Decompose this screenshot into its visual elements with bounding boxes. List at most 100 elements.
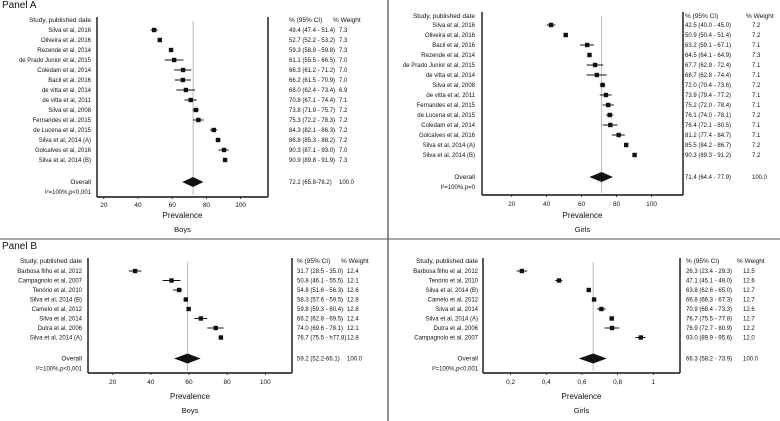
study-weight: 7.3 <box>339 28 348 34</box>
study-weight: 7.1 <box>752 103 761 109</box>
study-label: Campagnolo et al, 2007 <box>18 279 82 285</box>
x-tick-label: 0,8 <box>613 379 622 386</box>
study-label: Camelo et al, 2012 <box>428 298 479 304</box>
header-study: Study, published date <box>416 258 478 265</box>
overall-diamond <box>174 353 201 364</box>
study-label: Coledam et al, 2014 <box>37 68 91 74</box>
overall-label: Overall <box>454 174 475 181</box>
study-label: de Prado Junior et al, 2015 <box>19 58 92 64</box>
panel-label: Panel B <box>2 241 37 252</box>
overall-ci-text: 71.4 (64.4 - 77.9) <box>685 175 731 181</box>
study-point-marker <box>605 102 611 108</box>
x-tick-label: 40 <box>134 202 142 209</box>
study-weight: 12.7 <box>743 288 755 294</box>
study-point-marker <box>592 62 598 68</box>
study-weight: 7.0 <box>339 148 348 154</box>
study-weight: 12.6 <box>743 279 755 285</box>
study-label: Silva et al, 2016 <box>432 23 475 29</box>
study-ci-text: 66.2 (61.5 - 70.9) <box>289 78 335 84</box>
study-weight: 7.2 <box>339 128 348 134</box>
study-label: Fernandes et al, 2015 <box>417 103 476 109</box>
study-point-marker <box>193 107 199 113</box>
study-weight: 7.3 <box>752 53 761 59</box>
overall-diamond <box>182 177 204 187</box>
study-label: Silva et al, 2014 (B) <box>423 153 475 159</box>
study-label: Dutra et al, 2006 <box>38 326 83 332</box>
study-label: Oliveira et al, 2016 <box>41 38 92 44</box>
study-label: de Lucena et al, 2015 <box>417 113 475 119</box>
study-label: Bacil et al, 2016 <box>432 43 475 49</box>
study-label: Silva et al, 2014 (A) <box>423 143 475 149</box>
x-tick-label: 20 <box>508 201 516 208</box>
study-ci-text: 68.7 (62.8 - 74.4) <box>685 73 731 79</box>
study-ci-text: 84.3 (82.1 - 86.3) <box>289 128 335 134</box>
study-weight: 7.3 <box>339 48 348 54</box>
study-weight: 7.1 <box>752 73 761 79</box>
study-ci-text: 61.1 (55.5 - 66.5) <box>289 58 335 64</box>
study-weight: 7.3 <box>339 38 348 44</box>
study-weight: 7.1 <box>752 63 761 69</box>
overall-label: Overall <box>70 179 91 186</box>
x-tick-label: 20 <box>100 202 108 209</box>
header-weight: % Weight <box>333 17 361 24</box>
study-label: Tenório et al, 2010 <box>429 279 479 285</box>
study-ci-text: 75.3 (72.2 - 78.3) <box>289 118 335 124</box>
study-point-marker <box>586 287 591 293</box>
study-point-marker <box>548 22 554 28</box>
chart-title: Boys <box>182 406 199 415</box>
study-ci-text: 90.3 (89.3 - 91.2) <box>685 153 731 159</box>
study-point-marker <box>218 335 224 340</box>
study-weight: 7.2 <box>339 108 348 114</box>
study-label: Golcalves et al, 2016 <box>35 148 92 154</box>
study-label: Dutra et al, 2006 <box>434 326 479 332</box>
x-tick-label: 80 <box>224 379 232 386</box>
study-ci-text: 76.1 (74.0 - 78.1) <box>685 113 731 119</box>
study-label: Silva et al, 2014 (B) <box>39 158 91 164</box>
study-ci-text: 76.7 (75.5 - h77.8) <box>297 336 346 342</box>
x-tick-label: 60 <box>169 202 177 209</box>
study-label: Silva et al, 2014 (A) <box>426 317 478 323</box>
study-weight: 7.2 <box>752 113 761 119</box>
study-point-marker <box>222 157 228 163</box>
study-point-marker <box>609 325 615 331</box>
overall-weight: 100.0 <box>752 175 768 181</box>
x-tick-label: 0,2 <box>506 379 515 386</box>
study-ci-text: 73.9 (79.4 - 77.2) <box>685 93 731 99</box>
study-weight: 7.1 <box>339 98 348 104</box>
study-label: Oliveira et al, 2016 <box>425 33 476 39</box>
study-label: de vitta et al, 2014 <box>42 88 92 94</box>
study-ci-text: 90.3 (87.1 - 93.0) <box>289 148 335 154</box>
study-point-marker <box>180 67 186 73</box>
study-ci-text: 52.7 (52.2 - 53.2) <box>289 38 335 44</box>
study-weight: 12.8 <box>347 336 359 342</box>
study-weight: 6.9 <box>339 88 348 94</box>
study-label: Campagnolo et al, 2007 <box>414 336 478 342</box>
study-weight: 12.8 <box>347 307 359 313</box>
study-weight: 7.2 <box>752 33 761 39</box>
study-ci-text: 72.0 (70.4 - 73.6) <box>685 83 731 89</box>
study-ci-text: 49.4 (47.4 - 51.4) <box>289 28 335 34</box>
study-weight: 7.1 <box>752 123 761 129</box>
x-tick-label: 80 <box>613 201 621 208</box>
study-ci-text: 70.9 (68.4 - 73.3) <box>686 307 732 313</box>
study-point-marker <box>585 42 590 48</box>
study-label: Silva et al, 2014 <box>435 307 478 313</box>
study-point-marker <box>186 306 191 312</box>
study-point-marker <box>632 152 637 158</box>
study-ci-text: 47.1 (45.1 - 49.0) <box>686 279 732 285</box>
x-tick-label: 60 <box>185 379 193 386</box>
overall-label: Overall <box>457 356 478 363</box>
x-axis-label: Prevalence <box>170 392 211 401</box>
study-ci-text: 42.5 (40.0 - 45.0) <box>685 23 731 29</box>
study-label: Silva et al, 2014 (B) <box>30 298 82 304</box>
study-ci-text: 66.3 (61.2 - 71.2) <box>289 68 335 74</box>
x-tick-label: 0,6 <box>577 379 586 386</box>
heterogeneity-stat: I²=100%,p=0 <box>441 185 476 191</box>
chart-title: Girls <box>574 406 590 415</box>
study-point-marker <box>183 297 189 302</box>
study-weight: 12.6 <box>743 307 755 313</box>
study-weight: 7.0 <box>339 78 348 84</box>
study-weight: 7.0 <box>339 58 348 64</box>
header-study: Study, published date <box>29 17 91 24</box>
